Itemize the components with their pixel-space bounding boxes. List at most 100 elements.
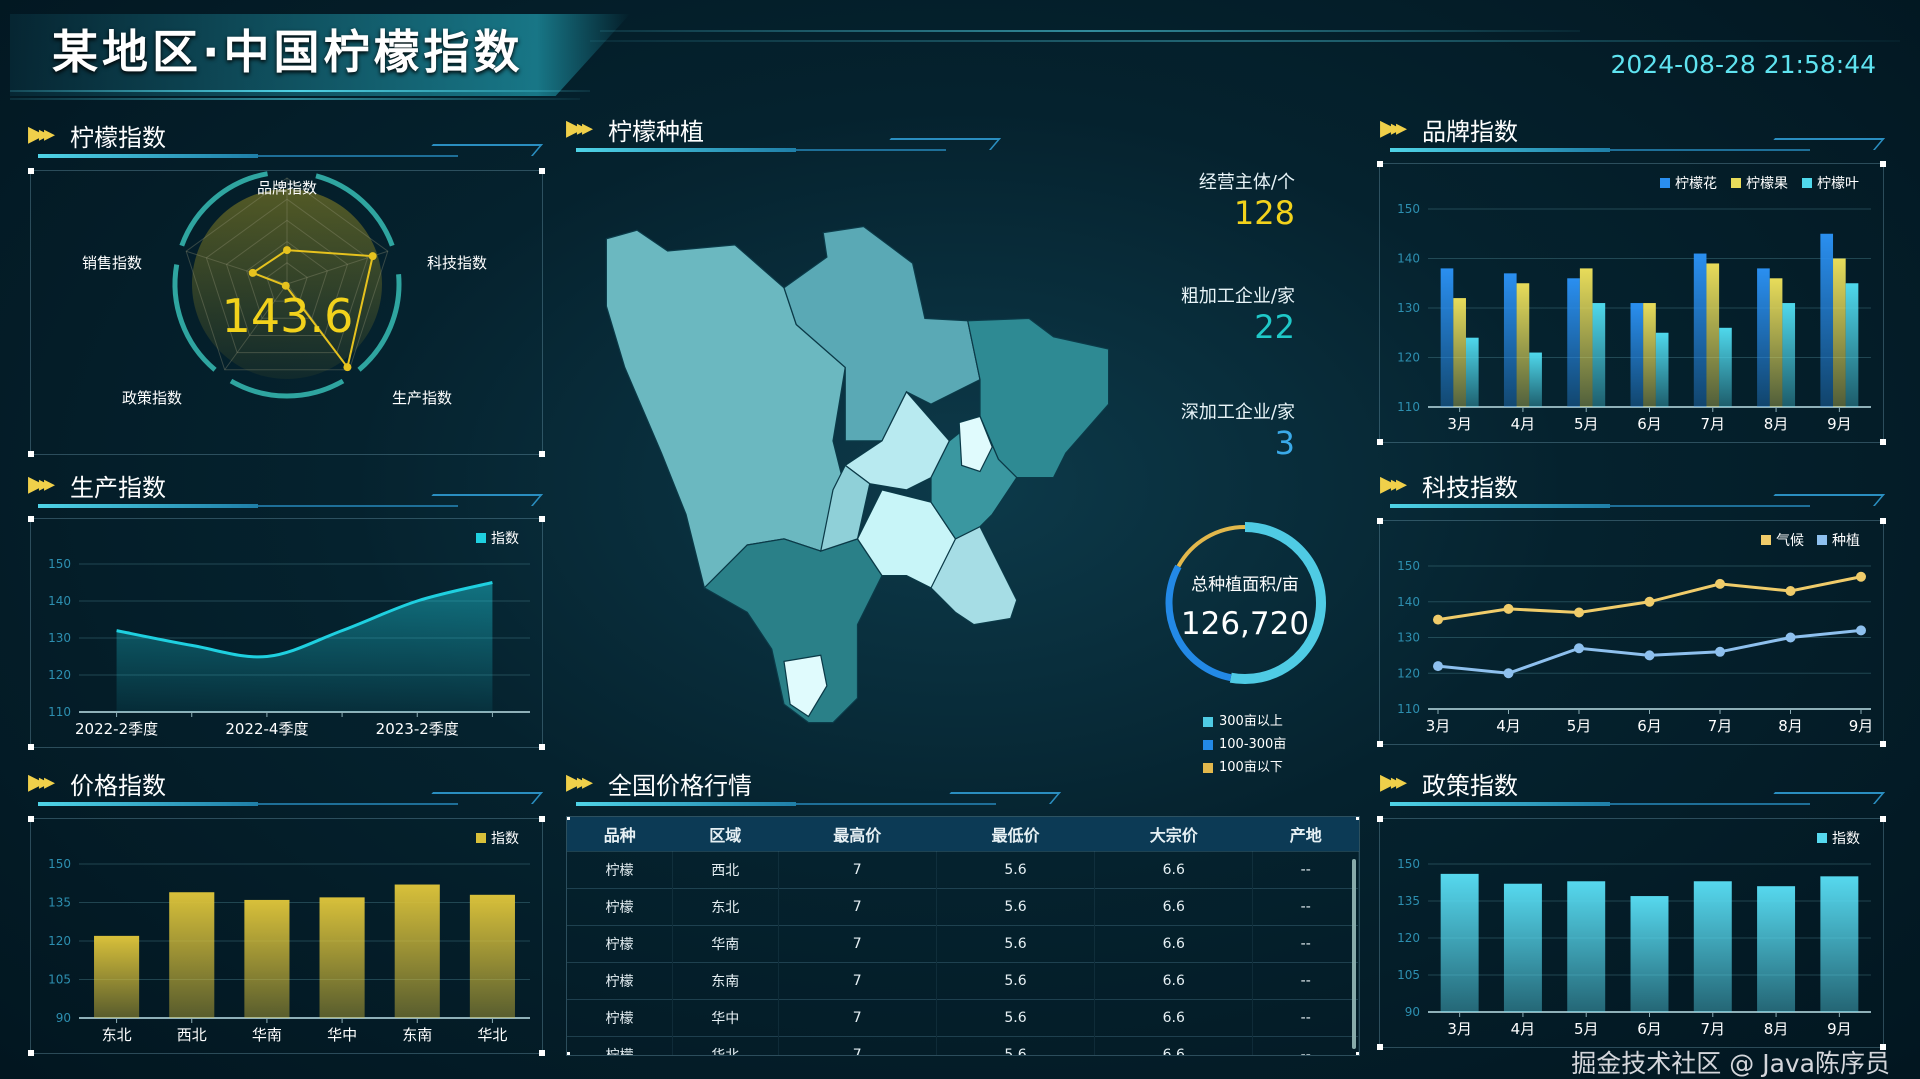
corner-marker bbox=[539, 168, 545, 174]
data-point bbox=[1644, 650, 1655, 661]
corner-marker bbox=[28, 744, 34, 750]
bar bbox=[1719, 327, 1732, 407]
radar-point bbox=[283, 246, 291, 255]
region-map[interactable] bbox=[588, 208, 1127, 735]
legend-label: 指数 bbox=[491, 531, 519, 547]
price-chart: 90 105 120 135 150 东北 西北 华南 华中 东南 华北 指数 bbox=[48, 831, 530, 1044]
radar-grid bbox=[205, 198, 369, 354]
corner-marker bbox=[28, 168, 34, 174]
bar bbox=[244, 899, 290, 1018]
legend-item[interactable]: 300亩以上 bbox=[1203, 710, 1286, 733]
legend-swatch bbox=[1731, 178, 1741, 188]
stat-operators: 经营主体/个 128 bbox=[1198, 172, 1295, 232]
table-cell: 5.6 bbox=[936, 850, 1096, 888]
stat-deep-processing: 深加工企业/家 3 bbox=[1180, 402, 1295, 462]
column-header[interactable]: 品种 bbox=[567, 817, 673, 851]
table-row[interactable]: 柠檬 华中 7 5.6 6.6 -- bbox=[567, 998, 1359, 1036]
y-tick-label: 90 bbox=[1405, 1005, 1420, 1019]
column-header[interactable]: 最高价 bbox=[778, 817, 937, 851]
y-tick-label: 130 bbox=[1397, 631, 1420, 645]
legend-label: 柠檬叶 bbox=[1817, 176, 1859, 192]
table-row[interactable]: 柠檬 东南 7 5.6 6.6 -- bbox=[567, 961, 1359, 999]
legend-swatch bbox=[1802, 178, 1812, 188]
bar bbox=[169, 892, 215, 1018]
donut-segment bbox=[1229, 522, 1326, 684]
x-tick-label: 华南 bbox=[252, 1026, 282, 1044]
table-row[interactable]: 柠檬 华南 7 5.6 6.6 -- bbox=[567, 924, 1359, 962]
legend-swatch bbox=[476, 533, 486, 543]
y-tick-label: 140 bbox=[1397, 252, 1420, 266]
table-cell: 7 bbox=[778, 961, 937, 999]
table-cell: -- bbox=[1252, 850, 1359, 888]
column-header[interactable]: 区域 bbox=[672, 817, 779, 851]
radar-axis bbox=[186, 250, 288, 285]
table-row[interactable]: 柠檬 东北 7 5.6 6.6 -- bbox=[567, 887, 1359, 925]
data-point bbox=[1785, 632, 1796, 643]
table-cell: 5.6 bbox=[936, 1035, 1096, 1055]
y-tick-label: 150 bbox=[1397, 559, 1420, 573]
table-row[interactable]: 柠檬 西北 7 5.6 6.6 -- bbox=[567, 850, 1359, 888]
series-line bbox=[116, 581, 493, 659]
table-cell: 东南 bbox=[672, 961, 779, 999]
x-tick-label: 东南 bbox=[402, 1026, 432, 1044]
bar bbox=[1833, 258, 1846, 407]
y-tick-label: 150 bbox=[1397, 857, 1420, 871]
legend-item[interactable]: 100亩以下 bbox=[1203, 756, 1286, 779]
table-cell: 东北 bbox=[672, 887, 779, 925]
table-scrollbar[interactable] bbox=[1352, 859, 1356, 1049]
x-tick-label: 2022-4季度 bbox=[225, 720, 308, 738]
column-header[interactable]: 大宗价 bbox=[1094, 817, 1253, 851]
corner-marker bbox=[1356, 817, 1359, 820]
double-chevron-icon: ▶▸▸ bbox=[566, 770, 593, 795]
title-underline bbox=[10, 90, 590, 92]
bar bbox=[1757, 886, 1796, 1012]
table-cell: 柠檬 bbox=[567, 998, 674, 1036]
section-header-planting: ▶▸▸ 柠檬种植 bbox=[566, 110, 1006, 152]
legend-item[interactable]: 100-300亩 bbox=[1203, 733, 1286, 756]
column-header[interactable]: 最低价 bbox=[936, 817, 1095, 851]
corner-marker bbox=[539, 744, 545, 750]
brand-chart: 110 120 130 140 150 3月 4月 5月 6月 7月 8月 9月 柠檬叶 柠檬果 柠檬花 bbox=[1397, 176, 1871, 433]
map-region[interactable] bbox=[958, 415, 993, 473]
x-tick-label: 3月 bbox=[1447, 1020, 1472, 1038]
column-header[interactable]: 产地 bbox=[1252, 817, 1359, 851]
table-cell: 5.6 bbox=[936, 924, 1096, 962]
tech-panel: 110 120 130 140 150 3月 4月 5月 6月 7月 8月 9月 种植 气候 bbox=[1377, 518, 1886, 747]
table-header-row: 品种 区域 最高价 最低价 大宗价 产地 bbox=[567, 817, 1359, 851]
data-point bbox=[1715, 578, 1725, 589]
y-tick-label: 140 bbox=[48, 594, 71, 608]
data-point bbox=[1644, 596, 1655, 607]
table-row[interactable]: 柠檬 华北 7 5.6 6.6 -- bbox=[567, 1035, 1359, 1055]
map-region[interactable] bbox=[783, 654, 828, 718]
market-table: 品种 区域 最高价 最低价 大宗价 产地 柠檬 西北 7 5.6 6.6 -- 柠檬 东北 7 5… bbox=[567, 817, 1359, 1055]
bar bbox=[1516, 283, 1530, 407]
legend-swatch bbox=[1203, 716, 1213, 727]
bar bbox=[1567, 278, 1580, 407]
x-tick-label: 华北 bbox=[477, 1026, 507, 1044]
y-tick-label: 120 bbox=[1397, 666, 1420, 680]
map-region[interactable] bbox=[967, 317, 1110, 479]
datetime: 2024-08-28 21:58:44 bbox=[1610, 50, 1876, 79]
table-cell: 柠檬 bbox=[567, 961, 674, 999]
x-tick-label: 9月 bbox=[1827, 1020, 1852, 1038]
bar bbox=[1693, 253, 1707, 407]
market-table-panel: 品种 区域 最高价 最低价 大宗价 产地 柠檬 西北 7 5.6 6.6 -- 柠檬 东北 7 5… bbox=[566, 816, 1360, 1056]
bar bbox=[1440, 268, 1454, 407]
ring-arc bbox=[357, 274, 402, 372]
corner-marker bbox=[567, 1052, 570, 1055]
corner-marker bbox=[539, 816, 545, 822]
y-tick-label: 120 bbox=[48, 934, 71, 948]
legend-label: 气候 bbox=[1776, 533, 1804, 549]
y-tick-label: 105 bbox=[1397, 968, 1420, 982]
brand-panel: 110 120 130 140 150 3月 4月 5月 6月 7月 8月 9月 柠檬叶 柠檬果 柠檬花 bbox=[1377, 161, 1886, 445]
legend-label: 柠檬果 bbox=[1746, 176, 1788, 192]
radar-label: 品牌指数 bbox=[257, 179, 317, 197]
corner-marker bbox=[1356, 1052, 1359, 1055]
bar bbox=[1579, 268, 1593, 407]
table-cell: 6.6 bbox=[1094, 924, 1254, 962]
area-value: 126,720 bbox=[1180, 606, 1310, 642]
bar bbox=[1782, 303, 1796, 407]
table-cell: 柠檬 bbox=[567, 850, 674, 888]
y-tick-label: 130 bbox=[1397, 301, 1420, 315]
map-region[interactable] bbox=[819, 464, 871, 553]
